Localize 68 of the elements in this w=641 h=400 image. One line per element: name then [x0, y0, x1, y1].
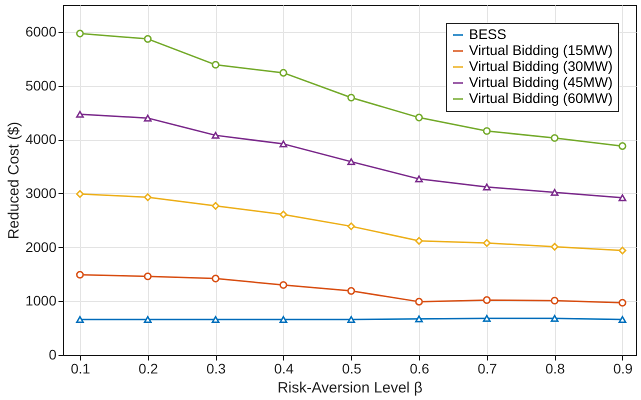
point	[76, 270, 84, 279]
y-tick-label: 5000	[25, 77, 57, 94]
y-tick-label: 1000	[25, 292, 57, 309]
point	[212, 274, 220, 282]
y-tick-label: 3000	[25, 184, 57, 201]
legend-label: Virtual Bidding (30MW)	[469, 58, 613, 74]
point	[550, 134, 559, 142]
point	[482, 127, 491, 135]
point	[415, 298, 423, 306]
x-tick-label: 0.5	[342, 360, 362, 376]
y-tick-label: 0	[48, 346, 57, 362]
legend-label: Virtual Bidding (60MW)	[469, 90, 613, 106]
point	[279, 316, 288, 323]
point	[212, 316, 220, 323]
point	[347, 94, 356, 102]
point	[347, 287, 356, 295]
point	[550, 296, 559, 305]
x-tick-label: 0.3	[206, 360, 226, 376]
point	[212, 202, 220, 210]
x-tick-label: 0.6	[410, 360, 430, 376]
point	[618, 298, 626, 307]
point	[279, 68, 288, 77]
point	[144, 316, 152, 323]
point	[212, 60, 220, 69]
point	[415, 175, 423, 182]
point	[212, 132, 220, 139]
y-tick-label: 6000	[25, 23, 57, 40]
x-tick-label: 0.8	[545, 360, 566, 376]
legend-label: Virtual Bidding (15MW)	[469, 42, 613, 58]
legend-label: BESS	[469, 26, 506, 42]
point	[144, 272, 152, 280]
point	[618, 246, 626, 254]
point	[144, 35, 152, 43]
x-tick-label: 0.2	[138, 360, 158, 376]
y-tick-label: 4000	[25, 131, 57, 148]
point	[415, 236, 423, 245]
point	[482, 314, 491, 322]
point	[550, 242, 559, 251]
point	[618, 316, 626, 323]
point	[144, 114, 152, 122]
point	[550, 188, 559, 196]
point	[279, 281, 288, 289]
point	[347, 316, 356, 323]
point	[76, 30, 84, 38]
point	[482, 296, 491, 304]
point	[415, 315, 423, 322]
x-tick-label: 0.7	[478, 360, 498, 376]
x-tick-label: 0.1	[70, 360, 90, 376]
x-tick-label: 0.9	[613, 360, 633, 376]
y-tick-label: 2000	[25, 238, 57, 255]
legend-label: Virtual Bidding (45MW)	[469, 74, 613, 90]
y-axis-title: Reduced Cost ($)	[5, 122, 22, 240]
point	[76, 316, 84, 323]
point	[415, 114, 423, 122]
point	[76, 190, 84, 198]
point	[482, 184, 491, 190]
point	[279, 210, 288, 218]
point	[279, 140, 288, 148]
x-axis-title: Risk-Aversion Level β	[277, 380, 423, 396]
point	[347, 158, 356, 166]
point	[550, 314, 559, 322]
point	[618, 142, 626, 150]
x-tick-label: 0.4	[274, 360, 294, 376]
point	[618, 194, 626, 202]
point	[347, 222, 356, 230]
point	[482, 239, 491, 247]
point	[76, 110, 84, 118]
point	[144, 193, 152, 202]
